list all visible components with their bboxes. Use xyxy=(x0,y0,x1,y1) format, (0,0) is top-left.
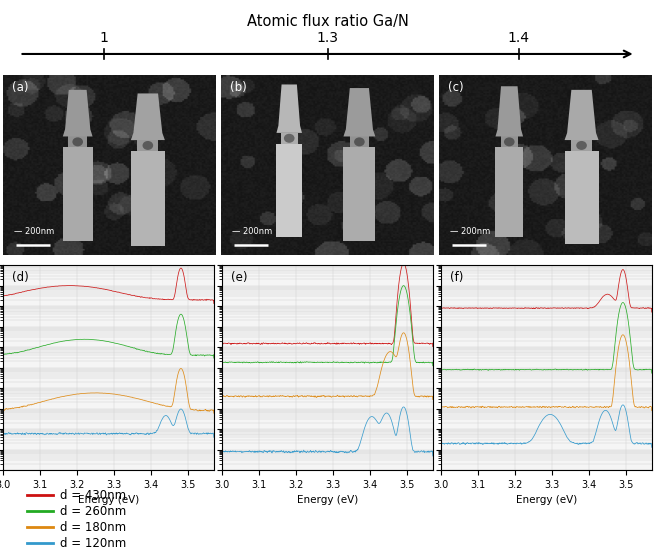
Polygon shape xyxy=(68,137,87,147)
Polygon shape xyxy=(350,137,369,147)
Circle shape xyxy=(284,134,295,143)
X-axis label: Energy (eV): Energy (eV) xyxy=(78,496,139,505)
Text: Atomic flux ratio Ga/N: Atomic flux ratio Ga/N xyxy=(246,14,409,29)
X-axis label: Energy (eV): Energy (eV) xyxy=(516,496,577,505)
Polygon shape xyxy=(131,94,165,140)
Polygon shape xyxy=(276,144,302,237)
Polygon shape xyxy=(63,147,92,240)
Circle shape xyxy=(576,141,587,150)
Legend: d = 430nm, d = 260nm, d = 180nm, d = 120nm: d = 430nm, d = 260nm, d = 180nm, d = 120… xyxy=(22,485,131,555)
Polygon shape xyxy=(131,151,165,246)
Polygon shape xyxy=(343,147,375,240)
Polygon shape xyxy=(501,137,518,147)
Text: (b): (b) xyxy=(230,81,246,94)
Circle shape xyxy=(72,137,83,146)
Text: (c): (c) xyxy=(447,81,463,94)
Circle shape xyxy=(354,137,365,146)
Text: — 200nm: — 200nm xyxy=(14,227,54,236)
Polygon shape xyxy=(565,90,599,140)
Polygon shape xyxy=(571,140,592,151)
Text: 1: 1 xyxy=(100,31,108,45)
Text: — 200nm: — 200nm xyxy=(232,227,272,236)
Text: (e): (e) xyxy=(231,271,247,284)
Polygon shape xyxy=(63,90,92,137)
Polygon shape xyxy=(495,147,523,237)
Text: (d): (d) xyxy=(12,271,28,284)
Polygon shape xyxy=(343,88,375,137)
Circle shape xyxy=(143,141,153,150)
Polygon shape xyxy=(276,85,302,133)
Polygon shape xyxy=(495,86,523,137)
Text: 1.4: 1.4 xyxy=(508,31,530,45)
Circle shape xyxy=(504,137,515,146)
X-axis label: Energy (eV): Energy (eV) xyxy=(297,496,358,505)
Text: (a): (a) xyxy=(12,81,28,94)
Text: — 200nm: — 200nm xyxy=(450,227,490,236)
Polygon shape xyxy=(565,151,599,244)
Text: (f): (f) xyxy=(449,271,463,284)
Polygon shape xyxy=(281,133,298,144)
Polygon shape xyxy=(137,140,159,151)
Text: 1.3: 1.3 xyxy=(316,31,339,45)
